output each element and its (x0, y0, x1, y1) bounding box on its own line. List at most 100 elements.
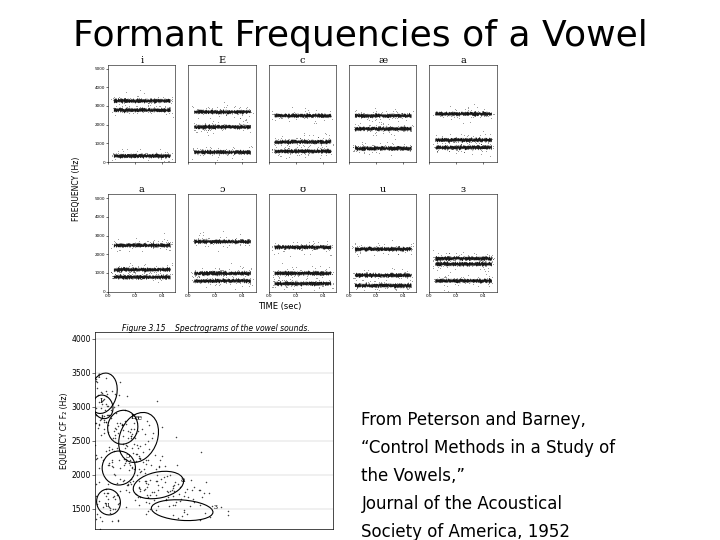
Point (125, 259, 136, 267)
Point (313, 284, 325, 292)
Point (88, 381, 99, 390)
Point (325, 147, 337, 156)
Point (380, 141, 392, 150)
Point (400, 245, 411, 254)
Point (173, 490, 184, 498)
Point (234, 147, 246, 156)
Point (206, 275, 217, 284)
Point (205, 267, 217, 275)
Point (194, 106, 205, 115)
Point (281, 282, 292, 291)
Point (349, 247, 361, 256)
Point (299, 149, 310, 158)
Point (246, 264, 257, 272)
Point (394, 272, 405, 280)
Point (242, 235, 253, 244)
Point (444, 257, 456, 266)
Point (204, 125, 216, 134)
Point (159, 478, 171, 487)
Point (125, 479, 137, 488)
Point (397, 111, 408, 119)
Point (202, 103, 214, 111)
Point (310, 245, 321, 253)
Point (387, 146, 398, 155)
Point (482, 266, 494, 275)
Point (217, 125, 228, 133)
Point (138, 107, 149, 116)
Point (442, 256, 454, 265)
Point (477, 259, 488, 267)
Point (428, 140, 439, 149)
Point (377, 281, 388, 290)
Point (406, 240, 418, 249)
Point (315, 139, 327, 148)
Point (480, 269, 491, 278)
Point (114, 271, 126, 279)
Point (86, 509, 97, 518)
Point (296, 284, 307, 293)
Point (323, 276, 335, 285)
Point (85, 391, 96, 400)
Point (438, 256, 449, 265)
Point (408, 242, 419, 251)
Point (134, 468, 145, 476)
Point (202, 146, 213, 154)
Point (361, 244, 373, 253)
Point (451, 149, 462, 158)
Point (328, 140, 339, 149)
Point (212, 118, 224, 126)
Point (464, 255, 476, 264)
Point (468, 275, 480, 284)
Point (135, 264, 146, 272)
Point (119, 460, 130, 469)
Point (380, 111, 392, 120)
Point (112, 151, 123, 159)
Point (205, 125, 217, 133)
Point (452, 281, 464, 289)
Text: TIME (sec): TIME (sec) (258, 301, 301, 310)
Point (289, 136, 301, 145)
Point (152, 278, 163, 286)
Point (448, 276, 459, 285)
Point (94, 513, 106, 522)
Point (134, 239, 145, 248)
Point (464, 253, 476, 262)
Point (158, 241, 170, 250)
Point (451, 258, 463, 266)
Point (289, 109, 301, 118)
Point (129, 153, 140, 161)
Point (112, 241, 124, 250)
Point (212, 107, 223, 116)
Point (190, 241, 202, 249)
Point (116, 420, 127, 428)
Point (348, 123, 360, 131)
Point (204, 280, 216, 289)
Point (101, 389, 112, 398)
Point (428, 277, 440, 286)
Point (135, 266, 146, 274)
Point (479, 258, 490, 266)
Point (116, 104, 127, 112)
Point (219, 271, 230, 279)
Point (193, 486, 204, 495)
Point (310, 106, 322, 114)
Point (464, 136, 476, 145)
Point (315, 153, 326, 162)
Point (355, 245, 366, 253)
Point (199, 237, 211, 245)
Point (438, 273, 450, 282)
Point (139, 477, 150, 485)
Point (107, 272, 118, 280)
Point (129, 268, 140, 277)
Point (139, 149, 150, 158)
Point (120, 100, 131, 109)
Point (369, 280, 381, 289)
Point (401, 242, 413, 251)
Point (459, 144, 471, 152)
Point (156, 105, 168, 113)
Point (202, 125, 214, 134)
Point (247, 109, 258, 117)
Point (488, 109, 500, 118)
Point (379, 145, 390, 153)
Point (450, 146, 462, 154)
